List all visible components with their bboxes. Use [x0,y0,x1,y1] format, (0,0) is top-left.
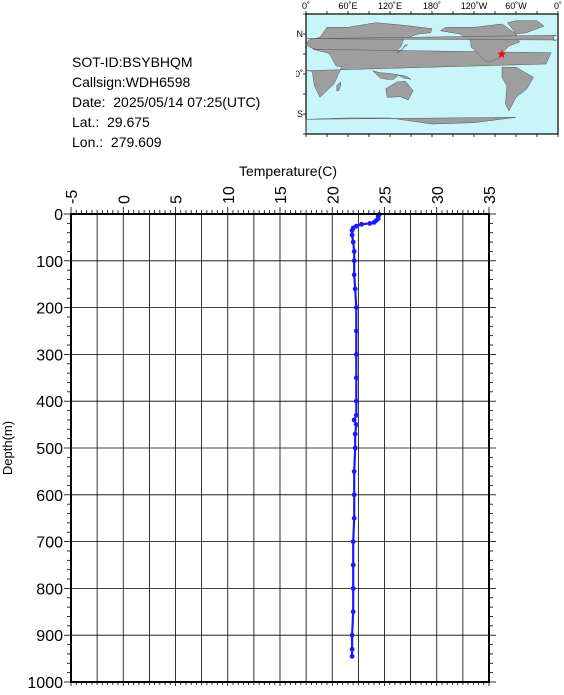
map-longitude-labels: 0˚ 60˚E 120˚E 180˚ 120˚W 60˚W 0˚ [302,1,562,11]
data-point [349,653,355,659]
map-lon-label: 120˚W [461,1,488,11]
x-tick-labels: -5 0 5 10 15 20 25 30 35 [64,186,499,204]
data-point [351,249,357,254]
y-tick-label: 900 [36,628,63,645]
plot-frame [70,213,490,683]
y-tick-label: 1000 [27,675,63,690]
station-marker [497,49,506,58]
land-greenland [507,20,545,35]
x-tick-label: 15 [273,186,290,204]
y-tick-label: 200 [36,301,63,318]
x-tick-label: 10 [221,186,238,204]
data-point [350,586,356,591]
y-tick-label: 0 [54,207,63,224]
map-lon-label: 180˚ [423,1,441,11]
x-tick-label: 0 [116,195,133,204]
data-point [350,562,356,568]
data-point [351,515,357,521]
y-tick-label: 700 [36,535,63,552]
data-point [349,232,355,238]
data-point [349,632,355,638]
x-tick-label: 20 [325,186,342,204]
y-tick-label: 600 [36,488,63,505]
data-point [351,417,357,423]
data-point [351,492,357,498]
data-point [350,539,356,544]
map-frame-ticks [303,11,559,137]
data-point [352,286,358,292]
x-tick-label: 25 [378,186,395,204]
data-point [349,646,355,652]
data-point [351,469,357,474]
x-axis-title: Temperature(C) [239,163,337,179]
data-point [353,305,359,310]
map-latitude-labels: 60˚N 0˚ 60˚S [283,29,303,119]
y-tick-labels: 0 100 200 300 400 500 600 700 800 900 1000 [27,207,63,692]
data-point [371,220,377,225]
date-text: Date: 2025/05/14 07:25(UTC) [72,94,261,110]
map-lat-label: 60˚S [296,109,303,119]
callsign-text: Callsign:WDH6598 [72,74,191,90]
x-tick-label: 35 [482,186,499,204]
x-tick-label: 30 [430,186,447,204]
data-point [367,221,373,226]
map-lat-label: 60˚N [296,29,303,39]
y-tick-label: 300 [36,347,63,364]
data-point [350,239,356,245]
land-south-america [501,67,534,112]
temperature-depth-chart: Temperature(C) Depth(m) -5 0 5 10 15 20 25 30 35… [0,160,564,695]
land-indonesia [372,70,412,80]
x-tick-label: -5 [64,190,81,204]
land-japan [396,44,408,54]
location-map: 0˚ 60˚E 120˚E 180˚ 120˚W 60˚W 0˚ 60˚N 0˚ 60˚S [283,0,564,145]
data-point [353,375,359,381]
longitude-text: Lon.: 279.609 [72,134,162,150]
sot-id-text: SOT-ID:BSYBHQM [72,54,193,70]
y-tick-label: 800 [36,581,63,598]
map-lon-label: 60˚W [505,1,527,11]
data-point [353,352,359,357]
chart-canvas: Temperature(C) Depth(m) -5 0 5 10 15 20 25 30 35… [0,163,499,692]
data-point [351,258,357,264]
data-point [353,398,359,404]
map-lon-label: 60˚E [338,1,357,11]
series-group [349,212,382,659]
map-lon-label: 0˚ [554,1,562,11]
map-lon-label: 120˚E [378,1,402,11]
latitude-text: Lat.: 29.675 [72,114,150,130]
map-lat-label: 0˚ [296,69,303,79]
station-marker-star [497,49,506,58]
land-uk [305,35,557,42]
data-point [350,609,356,615]
land-madagascar [336,81,342,91]
data-point [349,228,355,233]
land-australia [385,81,414,101]
data-point [353,328,359,334]
y-tick-label: 400 [36,394,63,411]
y-axis-title: Depth(m) [0,421,15,475]
y-tick-label: 100 [36,254,63,271]
chart-grid [70,213,490,683]
world-map: 0˚ 60˚E 120˚E 180˚ 120˚W 60˚W 0˚ 60˚N 0˚ 60˚S [283,1,562,137]
data-point [353,422,359,427]
y-tick-label: 500 [36,441,63,458]
land-antarctica [305,117,517,134]
data-point [353,412,359,418]
data-point [359,221,364,227]
data-point [352,445,358,451]
station-info: SOT-ID:BSYBHQM Callsign:WDH6598 Date: 20… [72,52,260,152]
x-tick-label: 5 [169,195,186,204]
map-lon-label: 0˚ [302,1,310,11]
data-point [351,272,357,278]
data-point [352,431,358,437]
